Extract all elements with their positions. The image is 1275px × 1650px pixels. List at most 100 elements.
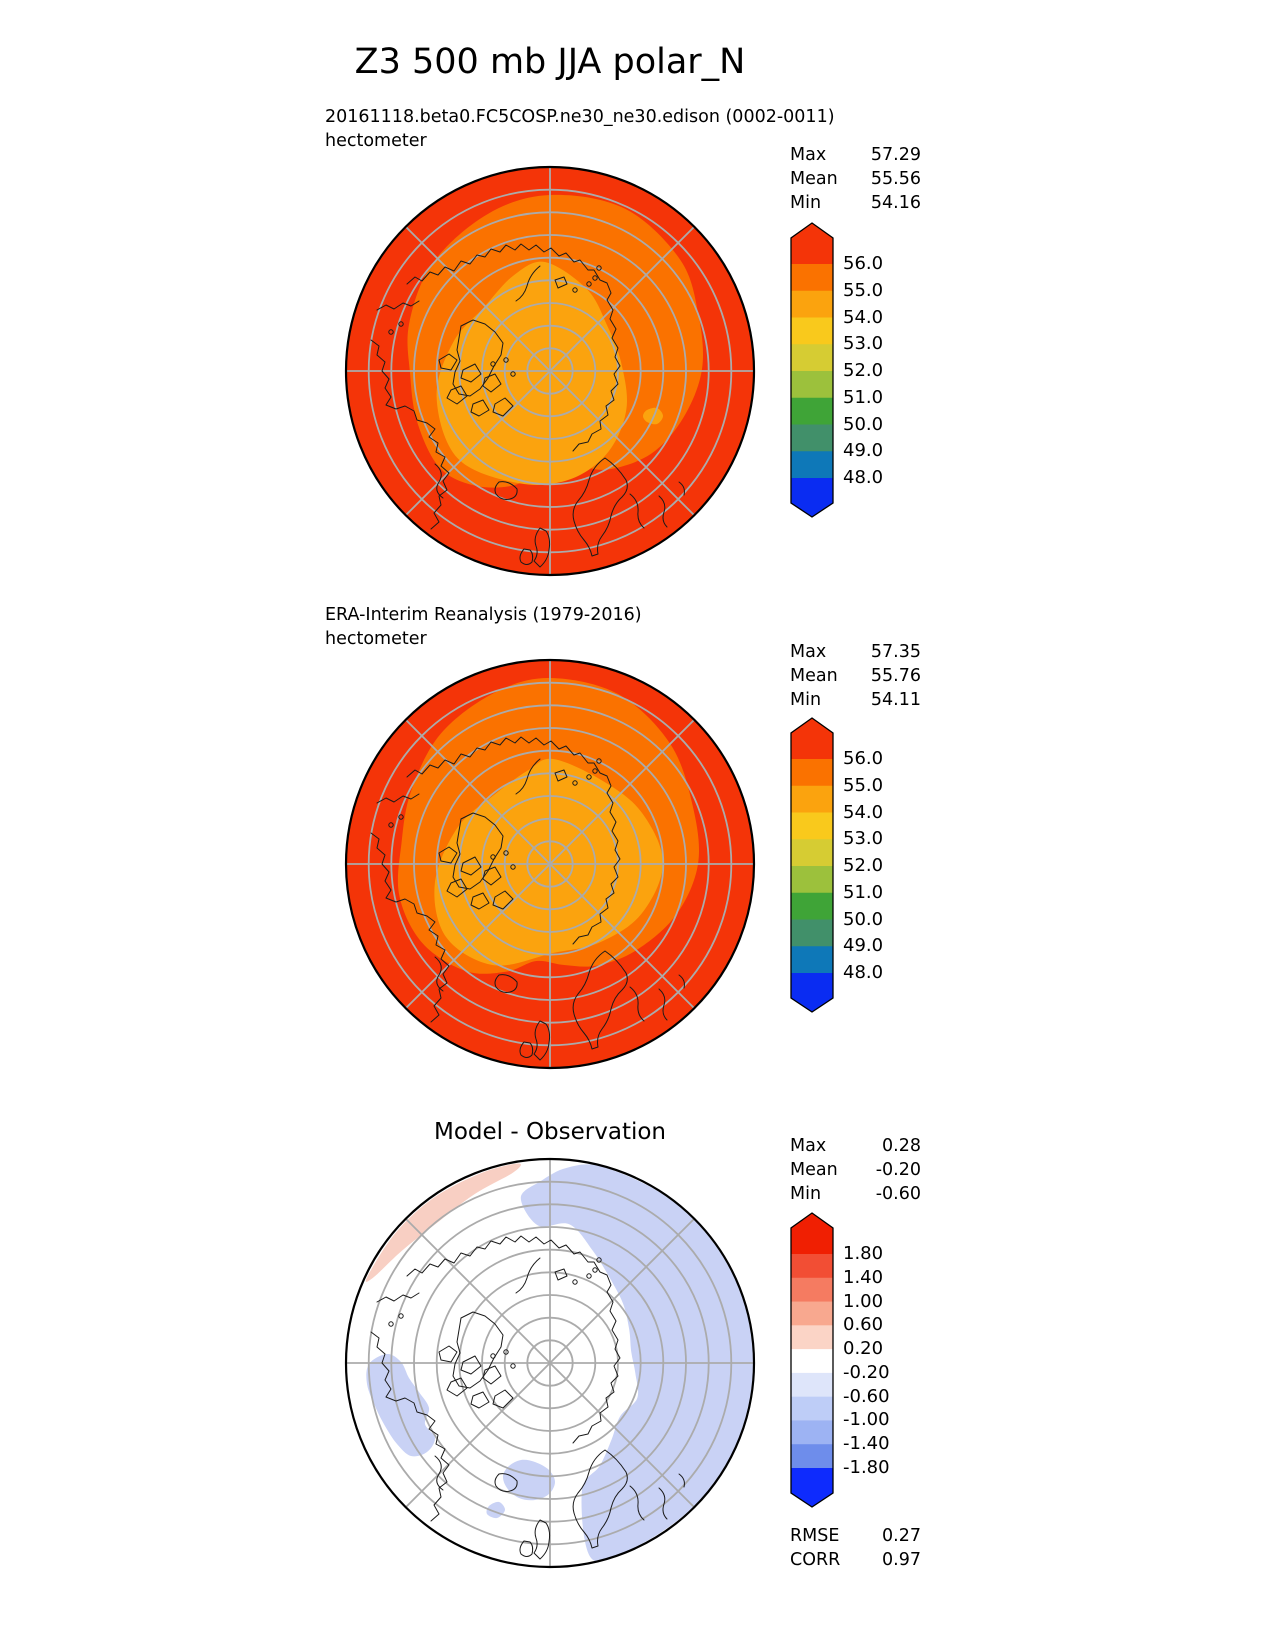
stat-obs-row: Min 54.11 [790,688,921,712]
colorbar-tick-label: 1.40 [843,1266,884,1288]
stat-skill-row: RMSE 0.27 [790,1524,921,1548]
colorbar-tick-label: 49.0 [843,935,884,957]
stat-diff-row: Max 0.28 [790,1134,921,1158]
colorbar-tick-label: 56.0 [843,748,884,769]
colorbar-tick-label: -0.20 [843,1361,890,1383]
stat-value: 54.11 [870,690,921,710]
colorbar-arrow-bottom [791,1468,833,1507]
colorbar-segment [791,344,833,372]
stat-model-row: Min 54.16 [790,191,921,215]
colorbar-segment [791,1349,833,1374]
colorbar-segment [791,866,833,894]
colorbar-segment [791,759,833,787]
polar-map-model [343,164,757,578]
colorbar-tick-label: -0.60 [843,1385,890,1407]
stat-diff-row: Min -0.60 [790,1182,921,1206]
colorbar-segment [791,946,833,974]
colorbar-svg [790,1212,834,1508]
colorbar-segment [791,1301,833,1326]
stat-label: Max [790,145,827,165]
stat-obs-row: Max 57.35 [790,640,921,664]
polar-map-diff [343,1156,757,1570]
colorbar-tick-label: 48.0 [843,467,884,488]
colorbar-tick-label: 53.0 [843,333,884,355]
stat-model-row: Max 57.29 [790,143,921,167]
stat-label: Mean [790,169,838,189]
contour-region-pos [365,1163,521,1282]
colorbar-segment [791,1277,833,1303]
colorbar-svg [790,717,834,1013]
colorbar-segment [791,1444,833,1469]
stat-value: 55.56 [870,169,921,189]
colorbar-tick-label: 54.0 [843,801,884,823]
colorbar-tick-label: 48.0 [843,962,884,983]
stat-value: 57.29 [870,145,921,165]
colorbar-tick-label: 56.0 [843,253,884,274]
panel-diff-title: Model - Observation [433,1119,667,1145]
figure-title: Z3 500 mb JJA polar_N [354,42,746,82]
colorbar-segment [791,839,833,867]
colorbar-tick-label: 49.0 [843,440,884,462]
colorbar-tick-label: 51.0 [843,386,884,408]
stat-label: RMSE [790,1526,840,1546]
polar-map-svg [344,165,756,577]
map-boundary [344,1157,756,1569]
colorbar-segment [791,264,833,292]
colorbar-tick-label: 50.0 [843,908,884,930]
colorbar-arrow-top [791,718,833,759]
colorbar-arrow-bottom [791,973,833,1012]
coastlines [370,736,685,1061]
latlon-gridlines [346,660,754,1068]
colorbar-tick-label: 52.0 [843,360,884,381]
colorbar-tick-label: 52.0 [843,855,884,876]
stat-skill-row: CORR 0.97 [790,1548,921,1572]
stat-value: 0.97 [882,1550,921,1570]
colorbar-outline [790,717,834,1013]
panel-diff-stats: Max 0.28 Mean -0.20 Min -0.60 [790,1134,921,1206]
stat-value: 0.28 [882,1136,921,1156]
latlon-gridlines [346,1159,754,1567]
stat-value: -0.60 [875,1184,921,1204]
panel-obs-stats: Max 57.35 Mean 55.76 Min 54.11 [790,640,921,712]
colorbar-segment [791,1396,833,1422]
stat-label: Max [790,642,827,662]
contour-region-inner [436,261,627,485]
map-boundary [344,658,756,1070]
stat-label: Max [790,1136,827,1156]
colorbar-tick-label: 0.20 [843,1338,884,1360]
panel-model-stats: Max 57.29 Mean 55.56 Min 54.16 [790,143,921,215]
panel-model-subtitle: 20161118.beta0.FC5COSP.ne30_ne30.edison … [325,107,835,127]
colorbar-tick-label: 51.0 [843,881,884,903]
coastlines [370,1235,685,1560]
colorbar-outline [790,222,834,518]
colorbar-segment [791,1254,833,1279]
panel-model-units: hectometer [325,131,427,151]
contour-region-neg [366,1353,436,1457]
polar-map-obs [343,657,757,1071]
polar-map-svg [344,658,756,1070]
latlon-gridlines [346,167,754,575]
stat-value: 55.76 [870,666,921,686]
colorbar-arrow-top [791,1213,833,1254]
colorbar-segment [791,1420,833,1445]
colorbar-segment [791,290,833,319]
map-boundary [344,165,756,577]
stat-diff-row: Mean -0.20 [790,1158,921,1182]
stat-value: 57.35 [870,642,921,662]
colorbar-segment [791,1325,833,1350]
colorbar-svg [790,222,834,518]
contour-region-neg [502,1459,555,1501]
colorbar-segment [791,424,833,452]
stat-obs-row: Mean 55.76 [790,664,921,688]
colorbar-tick-label: 54.0 [843,306,884,328]
colorbar-tick-label: 53.0 [843,828,884,850]
colorbar-tick-label: -1.40 [843,1433,890,1455]
colorbar-segment [791,397,833,426]
colorbar-outline [790,1212,834,1508]
colorbar-tick-label: 0.60 [843,1314,884,1336]
colorbar-tick-label: -1.80 [843,1457,890,1478]
stat-label: Mean [790,666,838,686]
colorbar-tick-label: 1.00 [843,1290,884,1312]
colorbar-segment [791,892,833,921]
stat-value: 0.27 [882,1526,921,1546]
